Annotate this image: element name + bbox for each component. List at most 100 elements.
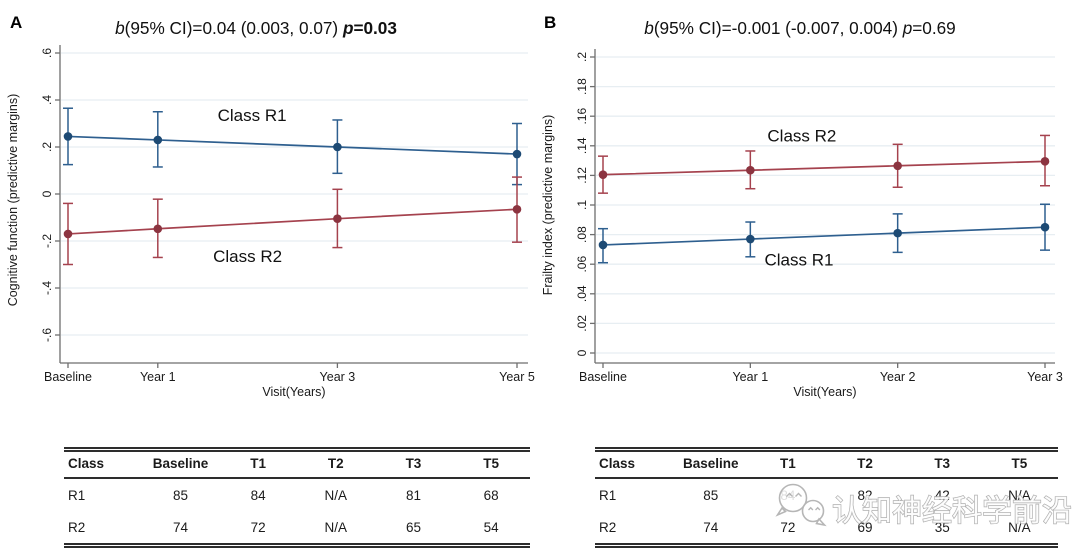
data-marker: [153, 135, 163, 145]
table-cell: 74: [172, 519, 188, 535]
chart-frailty-index: .2 .18 .16 .14 .12 .1 .08 .06 .04 .02 0 Baseline Yea…: [541, 18, 1063, 399]
x-tick-labels: Baseline Year 1 Year 2 Year 3: [579, 363, 1063, 384]
series-label: Class R2: [767, 126, 836, 145]
data-marker: [893, 228, 902, 238]
x-tick-label: Baseline: [579, 370, 627, 384]
y-tick-label: .4: [40, 95, 54, 105]
x-tick-label: Year 3: [320, 370, 356, 384]
table-header-cell: T5: [452, 449, 530, 479]
table-cell: N/A: [324, 487, 348, 503]
y-tick-label: -.2: [40, 234, 54, 248]
table-header-cell: Baseline: [141, 449, 220, 479]
y-tick-label: 0: [575, 349, 589, 356]
table-header-cell: T1: [749, 449, 827, 479]
wechat-logo-icon: [775, 483, 827, 527]
table-header-cell: Class: [595, 449, 673, 479]
table-cell: R1: [599, 487, 617, 503]
y-tick-label: -.6: [40, 328, 54, 342]
data-marker: [333, 214, 342, 223]
table-row: R2 74 72 69 35 N/A: [595, 511, 1058, 546]
table-cell: 81: [405, 487, 421, 503]
table-cell: 72: [780, 519, 796, 535]
series-class-r2: Class R2: [63, 176, 522, 266]
y-tick-label: .6: [40, 48, 54, 58]
x-axis-title: Visit(Years): [262, 385, 325, 399]
trend-line: [602, 160, 1046, 176]
x-tick-label: Year 2: [880, 370, 916, 384]
table-cell: 85: [703, 487, 719, 503]
table-header-cell: T2: [296, 449, 375, 479]
trend-line: [67, 135, 518, 155]
data-marker: [746, 234, 755, 244]
y-tick-label: -.4: [40, 281, 54, 295]
axes: [59, 45, 528, 364]
y-axis-title: Frailty index (predictive margins): [541, 115, 555, 296]
gridlines: [61, 52, 528, 336]
error-bars: [63, 107, 522, 186]
table-row: R1 85 84 N/A 81 68: [64, 478, 530, 511]
x-tick-labels: Baseline Year 1 Year 3 Year 5: [44, 363, 535, 384]
data-marker: [1040, 157, 1050, 166]
data-marker: [893, 161, 902, 171]
chart-cognitive-function: .6 .4 .2 0 -.2 -.4 -.6 Baseline Year 1 Year 3 Year…: [6, 18, 535, 399]
data-marker: [598, 240, 608, 250]
y-tick-label: .06: [575, 256, 589, 273]
data-marker: [512, 149, 522, 159]
x-tick-label: Baseline: [44, 370, 92, 384]
y-tick-label: .18: [575, 78, 589, 95]
table-header-cell: T2: [826, 449, 904, 479]
table-cell: 42: [934, 487, 950, 503]
x-tick-label: Year 5: [499, 370, 535, 384]
table-cell: N/A: [1008, 519, 1031, 535]
data-marker: [746, 165, 755, 175]
panel-b-letter: B: [544, 13, 557, 32]
table-header-cell: T1: [219, 449, 297, 479]
table-header-cell: T5: [980, 449, 1058, 479]
data-marker: [333, 142, 342, 152]
x-tick-label: Year 1: [732, 370, 768, 384]
x-tick-label: Year 3: [1027, 370, 1063, 384]
y-axis-title: Cognitive function (predictive margins): [6, 94, 20, 307]
table-cell: 82: [857, 487, 873, 503]
y-tick-label: .16: [575, 108, 589, 125]
table-row: R2 74 72 N/A 65 54: [64, 511, 530, 546]
sample-size-table-a: Class Baseline T1 T2 T3 T5 R1 85 84 N/A 81 68 R2 74 72…: [64, 447, 530, 548]
y-tick-label: .2: [575, 52, 589, 62]
y-tick-label: .2: [40, 142, 54, 152]
data-marker: [63, 229, 73, 239]
table-cell: 85: [172, 487, 188, 503]
series-label: Class R1: [218, 106, 287, 125]
y-tick-label: .12: [575, 167, 589, 184]
table-cell: 69: [857, 519, 873, 535]
trend-line: [602, 226, 1046, 246]
table-cell: 68: [483, 487, 499, 503]
panel-a: A .6 .4 .2 0 -.2 -.4 -.6 Baseline Year 1 Year 3 Ye…: [6, 13, 535, 548]
x-axis-title: Visit(Years): [793, 385, 856, 399]
y-tick-labels: .2 .18 .16 .14 .12 .1 .08 .06 .04 .02 0: [575, 52, 595, 356]
table-header-cell: Baseline: [672, 449, 750, 479]
gridlines: [596, 56, 1055, 354]
y-tick-label: 0: [40, 190, 54, 197]
series-class-r2: Class R2: [598, 126, 1050, 194]
series-label: Class R1: [764, 251, 833, 270]
series-label: Class R2: [213, 247, 282, 266]
watermark-text: 认知神经科学前沿: [832, 495, 1072, 528]
table-cell: 65: [405, 519, 421, 535]
table-header-cell: Class: [64, 449, 142, 479]
table-cell: N/A: [324, 519, 348, 535]
chart-title: b(95% CI)=0.04 (0.003, 0.07) p=0.03: [115, 18, 397, 38]
panel-a-letter: A: [10, 13, 23, 32]
y-tick-label: .1: [575, 200, 589, 210]
chart-title: b(95% CI)=-0.001 (-0.007, 0.004) p=0.69: [644, 18, 956, 38]
y-tick-label: .04: [575, 285, 589, 302]
table-header-cell: T3: [374, 449, 453, 479]
series-class-r1: Class R1: [598, 203, 1050, 270]
series-class-r1: Class R1: [63, 106, 522, 186]
table-cell: 54: [483, 519, 499, 535]
table-header-cell: T3: [903, 449, 981, 479]
y-tick-label: .08: [575, 226, 589, 243]
table-cell: R1: [68, 487, 86, 503]
trend-line: [67, 208, 518, 235]
data-marker: [1040, 222, 1050, 232]
